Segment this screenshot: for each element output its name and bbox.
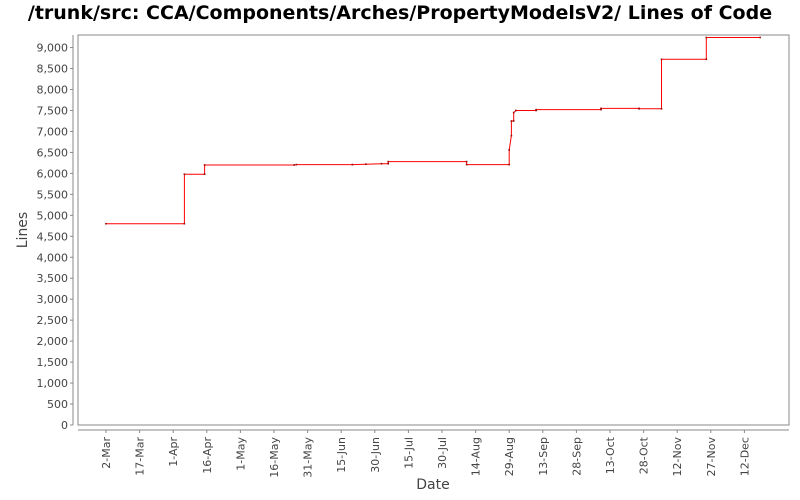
y-tick-label: 2,000 <box>37 335 69 348</box>
y-tick-label: 8,500 <box>37 63 69 76</box>
data-point <box>183 222 186 225</box>
chart-title: /trunk/src: CCA/Components/Arches/Proper… <box>27 2 773 24</box>
data-point <box>365 163 367 165</box>
x-tick-label: 30-Jul <box>436 437 449 469</box>
y-tick-label: 6,000 <box>37 167 69 180</box>
data-point <box>660 108 663 110</box>
data-point <box>293 164 295 166</box>
data-point <box>203 164 206 166</box>
x-tick-label: 13-Sep <box>537 437 550 476</box>
x-tick-label: 13-Oct <box>604 436 617 474</box>
x-tick-label: 12-Nov <box>671 437 684 477</box>
data-point <box>295 163 298 166</box>
x-tick-label: 1-Apr <box>167 437 180 467</box>
y-tick-label: 5,500 <box>37 188 69 201</box>
data-point <box>705 58 708 61</box>
y-tick-label: 0 <box>61 419 68 432</box>
data-point <box>512 120 515 122</box>
data-point <box>508 149 510 151</box>
x-tick-label: 28-Sep <box>570 437 583 476</box>
x-tick-label: 15-Jul <box>402 437 415 469</box>
x-tick-label: 28-Oct <box>638 436 651 474</box>
data-point <box>705 36 708 39</box>
data-point <box>465 160 468 163</box>
y-tick-label: 8,000 <box>37 84 69 97</box>
y-tick-label: 1,000 <box>37 377 69 390</box>
data-point <box>351 163 354 166</box>
y-tick-label: 6,500 <box>37 146 69 159</box>
y-tick-label: 9,000 <box>37 42 69 55</box>
data-point <box>600 108 602 111</box>
x-tick-label: 2-Mar <box>100 437 113 469</box>
y-tick-label: 3,500 <box>37 272 69 285</box>
data-point <box>387 160 389 163</box>
y-tick-label: 500 <box>47 398 68 411</box>
x-tick-label: 27-Nov <box>705 437 718 477</box>
x-tick-label: 17-Mar <box>134 437 147 476</box>
y-tick-label: 7,000 <box>37 125 69 138</box>
data-point <box>380 162 383 165</box>
series-layer <box>105 36 761 225</box>
data-point <box>759 36 761 39</box>
y-tick-label: 2,500 <box>37 314 69 327</box>
y-axis: 0 500 1,000 1,500 2,000 2,500 3,000 3,500 4,000 4… <box>37 35 74 432</box>
x-tick-label: 1-May <box>234 437 247 471</box>
plot-area <box>77 34 790 426</box>
data-point <box>508 163 510 166</box>
y-tick-label: 7,500 <box>37 104 69 117</box>
data-point <box>510 120 513 122</box>
x-axis: 2-Mar 17-Mar 1-Apr 16-Apr 1-May 16-May 31-May 1… <box>78 429 789 478</box>
y-tick-label: 4,000 <box>37 251 69 264</box>
data-point <box>638 108 640 110</box>
data-point <box>535 109 537 112</box>
y-tick-label: 4,500 <box>37 230 69 243</box>
y-axis-title: Lines <box>15 212 31 248</box>
data-point <box>387 162 389 165</box>
y-tick-label: 3,000 <box>37 293 69 306</box>
x-tick-label: 16-May <box>268 437 281 478</box>
data-point <box>515 109 517 112</box>
x-tick-label: 16-Apr <box>201 437 214 474</box>
data-point <box>660 58 663 61</box>
data-point <box>510 134 513 137</box>
x-tick-label: 29-Aug <box>503 437 516 476</box>
y-tick-label: 1,500 <box>37 356 69 369</box>
x-tick-label: 30-Jun <box>369 437 382 473</box>
x-axis-title: Date <box>416 477 449 493</box>
x-tick-label: 31-May <box>302 437 315 478</box>
y-tick-label: 5,000 <box>37 209 69 222</box>
data-point <box>183 173 186 175</box>
data-point <box>465 163 468 166</box>
x-tick-label: 15-Jun <box>335 437 348 473</box>
data-point <box>600 107 602 110</box>
x-tick-label: 12-Dec <box>738 437 751 476</box>
data-point <box>535 108 537 111</box>
data-point <box>105 222 107 225</box>
data-point <box>203 173 206 175</box>
data-point <box>512 111 515 114</box>
x-tick-label: 14-Aug <box>470 437 483 476</box>
